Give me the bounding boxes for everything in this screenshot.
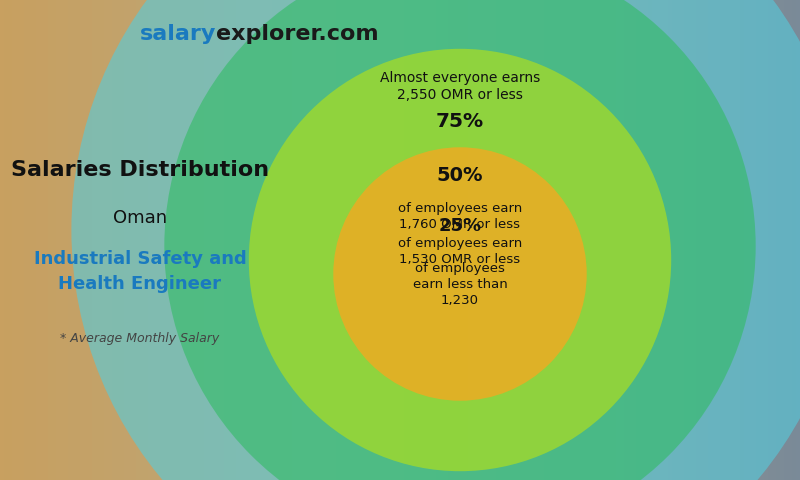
Text: 75%: 75% <box>436 112 484 132</box>
Text: 25%: 25% <box>438 217 482 235</box>
Text: * Average Monthly Salary: * Average Monthly Salary <box>60 332 220 345</box>
Text: Industrial Safety and
Health Engineer: Industrial Safety and Health Engineer <box>34 250 246 293</box>
Circle shape <box>249 49 671 471</box>
Text: Salaries Distribution: Salaries Distribution <box>11 160 269 180</box>
Text: Almost everyone earns
2,550 OMR or less: Almost everyone earns 2,550 OMR or less <box>380 71 540 102</box>
Text: of employees earn
1,760 OMR or less: of employees earn 1,760 OMR or less <box>398 202 522 231</box>
Text: 50%: 50% <box>437 166 483 185</box>
Circle shape <box>334 147 586 401</box>
Text: of employees
earn less than
1,230: of employees earn less than 1,230 <box>413 262 507 307</box>
Text: salary: salary <box>140 24 216 44</box>
Text: of employees earn
1,530 OMR or less: of employees earn 1,530 OMR or less <box>398 237 522 266</box>
Circle shape <box>164 0 756 480</box>
Text: Oman: Oman <box>113 209 167 228</box>
Text: explorer.com: explorer.com <box>216 24 378 44</box>
Circle shape <box>71 0 800 480</box>
